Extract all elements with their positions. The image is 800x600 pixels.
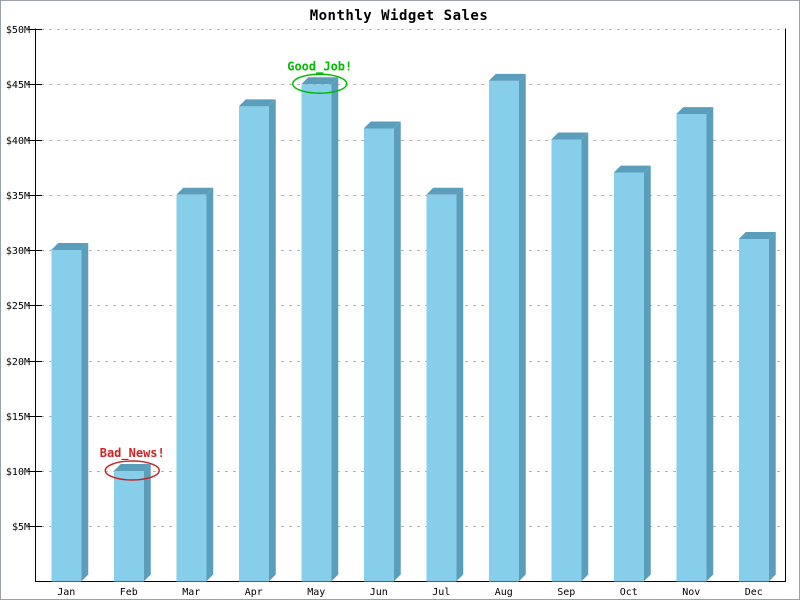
y-tick-label: $30M — [6, 246, 30, 257]
bar-top-face-may — [301, 77, 339, 85]
bar-top-face-sep — [551, 132, 589, 140]
y-tick-label: $20M — [6, 357, 30, 368]
bar-side-face-oct — [643, 165, 651, 582]
y-tick-label: $15M — [6, 412, 30, 423]
bar-sep — [551, 139, 582, 582]
bar-mar — [176, 194, 207, 582]
bars — [51, 73, 776, 582]
bar-top-face-apr — [238, 99, 276, 107]
bar-nov — [676, 114, 707, 582]
chart-title: Monthly Widget Sales — [310, 8, 489, 24]
y-tick-label: $40M — [6, 136, 30, 147]
bar-side-face-may — [331, 77, 339, 582]
y-tick-label: $5M — [12, 522, 30, 533]
x-tick-label-sep: Sep — [557, 587, 575, 598]
x-tick-label-nov: Nov — [682, 587, 700, 598]
y-tick-label: $10M — [6, 467, 30, 478]
bar-side-face-nov — [706, 107, 714, 582]
bar-may — [301, 84, 332, 582]
bar-side-face-sep — [581, 132, 589, 582]
axes — [28, 28, 786, 582]
bar-top-face-jan — [51, 243, 89, 250]
x-tick-label-oct: Oct — [620, 587, 638, 598]
bar-oct — [613, 172, 644, 582]
bar-top-face-jul — [426, 187, 464, 195]
annotation-ellipse-may — [292, 73, 348, 94]
bar-jan — [51, 250, 82, 582]
bar-top-face-jun — [363, 121, 401, 129]
bar-top-face-feb — [113, 464, 151, 471]
x-tick-label-aug: Aug — [495, 587, 513, 598]
annotation-text-may: Good_Job! — [287, 59, 352, 74]
x-tick-label-jun: Jun — [370, 587, 388, 598]
x-tick-label-feb: Feb — [120, 587, 138, 598]
annotation-ellipse-feb — [104, 460, 160, 481]
x-axis-labels: Jan Feb Mar Apr May Jun Jul Aug Sep Oct Nov Dec — [57, 587, 763, 598]
x-tick-label-mar: Mar — [182, 587, 200, 598]
bar-side-face-jul — [456, 187, 464, 582]
annotations: Good_Job! Bad_News! — [100, 59, 352, 481]
bar-jul — [426, 194, 457, 582]
y-tick-label: $35M — [6, 191, 30, 202]
x-tick-label-dec: Dec — [745, 587, 763, 598]
bar-top-face-oct — [613, 165, 651, 173]
bar-dec — [738, 238, 769, 582]
x-tick-label-apr: Apr — [245, 587, 263, 598]
bar-top-face-mar — [176, 187, 214, 195]
x-tick-label-jul: Jul — [432, 587, 450, 598]
bar-top-face-aug — [488, 73, 526, 81]
bar-side-face-jun — [393, 121, 401, 582]
bar-side-face-dec — [768, 231, 776, 582]
bar-apr — [238, 106, 269, 582]
x-tick-label-jan: Jan — [57, 587, 75, 598]
y-tick-label: $45M — [6, 80, 30, 91]
annotation-text-feb: Bad_News! — [100, 446, 165, 461]
bar-side-face-aug — [518, 73, 526, 582]
bar-feb — [113, 471, 144, 582]
bar-aug — [488, 80, 519, 582]
bar-side-face-feb — [143, 464, 151, 582]
bar-top-face-dec — [738, 231, 776, 239]
y-tick-label: $50M — [6, 25, 30, 36]
bar-side-face-apr — [268, 99, 276, 582]
y-tick-label: $25M — [6, 301, 30, 312]
y-axis-labels: $5M $10M $15M $20M $25M $30M $35M $40M $45M $50M — [6, 25, 30, 533]
bar-side-face-jan — [81, 243, 89, 582]
x-tick-label-may: May — [307, 587, 325, 598]
bar-side-face-mar — [206, 187, 214, 582]
bar-top-face-nov — [676, 107, 714, 115]
bar-jun — [363, 128, 394, 582]
